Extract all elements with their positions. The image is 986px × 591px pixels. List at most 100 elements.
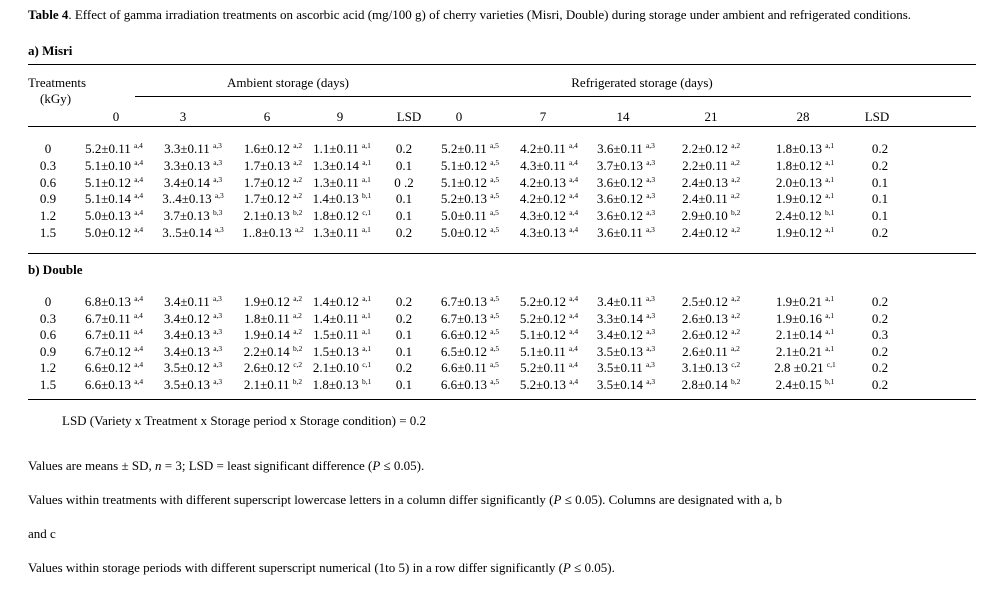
table-cell: 2.8±0.14 b,2 <box>681 377 741 392</box>
superscript: a,4 <box>134 360 144 370</box>
superscript: a,3 <box>213 377 223 386</box>
superscript: a,5 <box>490 225 500 234</box>
treatment-label: 1.2 <box>39 360 57 376</box>
column-header-3: 9 <box>336 109 344 124</box>
table-cell: 1.9±0.12 a,2 <box>243 294 303 309</box>
table-cell: 2.5±0.12 a,2 <box>681 294 741 309</box>
superscript: b,1 <box>825 208 835 218</box>
superscript: a,4 <box>569 310 579 320</box>
superscript: a,3 <box>213 157 223 167</box>
superscript: a,1 <box>362 343 372 353</box>
table-cell: 3.7±0.13 a,3 <box>596 157 656 173</box>
table-cell: 0.1 <box>395 327 413 343</box>
superscript: a,1 <box>825 174 835 184</box>
superscript: a,1 <box>361 327 371 337</box>
superscript: a,1 <box>361 141 371 150</box>
treatment-label: 0.6 <box>39 327 57 343</box>
table-cell: 2.0±0.13 a,1 <box>775 174 835 190</box>
table-cell: 1.8±0.12 a,1 <box>775 157 835 173</box>
table-cell: 1.1±0.11 a,1 <box>313 141 371 156</box>
table-cell: 5.1±0.10 a,4 <box>84 157 144 173</box>
column-header-4: LSD <box>396 109 422 124</box>
table-cell: 3.7±0.13 b,3 <box>163 208 223 224</box>
superscript: a,1 <box>825 225 835 234</box>
table-cell: 2.4±0.12 a,2 <box>681 225 741 240</box>
table-cell: 1.8±0.11 a,2 <box>244 310 302 326</box>
table-cell: 3.5±0.13 a,3 <box>163 377 223 392</box>
table-cell: 0.1 <box>395 157 413 173</box>
table-cell: 1.7±0.12 a,2 <box>243 191 303 207</box>
superscript: a,2 <box>731 141 741 150</box>
table-cell: 2.4±0.15 b,1 <box>775 377 835 392</box>
table-cell: 0.2 <box>871 310 889 326</box>
table-cell: 5.0±0.12 a,4 <box>84 225 144 240</box>
table-cell: 0 .2 <box>394 174 414 190</box>
superscript: b,2 <box>293 343 303 353</box>
table-cell: 3.4±0.12 a,3 <box>163 310 223 326</box>
superscript: a,4 <box>568 343 578 353</box>
column-header-7: 14 <box>616 109 630 124</box>
table-cell: 6.8±0.13 a,4 <box>84 294 144 309</box>
table-cell: 2.4±0.12 b,1 <box>775 208 835 224</box>
table-cell: 0.1 <box>395 208 413 224</box>
superscript: a,5 <box>490 343 500 353</box>
superscript: a,5 <box>490 157 500 167</box>
superscript: b,2 <box>731 208 741 218</box>
table-cell: 6.7±0.13 a,5 <box>440 310 500 326</box>
table-cell: 3.4±0.13 a,3 <box>163 327 223 343</box>
table-cell: 5.1±0.12 a,5 <box>440 174 500 190</box>
superscript: b,1 <box>362 377 372 386</box>
superscript: a,2 <box>293 191 303 201</box>
superscript: a,2 <box>731 294 741 303</box>
refrigerated-header: Refrigerated storage (days) <box>571 75 713 90</box>
header-span-rule <box>135 96 971 97</box>
table-cell: 0.1 <box>871 174 889 190</box>
superscript: a,4 <box>568 360 578 370</box>
ambient-header: Ambient storage (days) <box>226 75 350 90</box>
superscript: a,3 <box>214 191 224 201</box>
superscript: a,2 <box>730 157 740 167</box>
table-cell: 1.9±0.14 a,2 <box>243 327 303 343</box>
superscript: c,2 <box>293 360 303 370</box>
table-cell: 5.1±0.12 a,4 <box>519 327 579 343</box>
superscript: a,1 <box>825 343 835 353</box>
table-cell: 4.2±0.13 a,4 <box>519 174 579 190</box>
column-header-10: LSD <box>864 109 890 124</box>
superscript: a,5 <box>490 174 500 184</box>
superscript: a,3 <box>645 294 655 303</box>
table-cell: 2.6±0.12 a,2 <box>681 327 741 343</box>
treatment-label: 0.9 <box>39 343 57 359</box>
superscript: a,3 <box>646 343 656 353</box>
table-cell: 2.4±0.13 a,2 <box>681 174 741 190</box>
superscript: a,5 <box>489 141 499 150</box>
table-cell: 3.3±0.14 a,3 <box>596 310 656 326</box>
superscript: b,3 <box>213 208 223 218</box>
table-cell: 5.1±0.11 a,4 <box>520 343 578 359</box>
superscript: a,3 <box>213 327 223 337</box>
superscript: a,3 <box>646 377 656 386</box>
table-cell: 3.4±0.14 a,3 <box>163 174 223 190</box>
table-cell: 2.8 ±0.21 c,1 <box>774 360 836 376</box>
note-numerals-part2: ≤ 0.05). <box>570 560 615 575</box>
table-cell: 2.1±0.13 b,2 <box>243 208 303 224</box>
table-cell: 5.2±0.11 a,4 <box>520 360 578 376</box>
superscript: a,4 <box>568 157 578 167</box>
superscript: a,5 <box>490 310 500 320</box>
table-cell: 3.4±0.12 a,3 <box>596 327 656 343</box>
table-cell: 3.5±0.11 a,3 <box>597 360 655 376</box>
superscript: a,2 <box>293 141 303 150</box>
table-cell: 2.1±0.11 b,2 <box>243 377 303 392</box>
table-cell: 1.3±0.11 a,1 <box>313 174 371 190</box>
superscript: a,3 <box>213 343 223 353</box>
table-cell: 0.1 <box>871 208 889 224</box>
superscript: a,3 <box>646 208 656 218</box>
table-cell: 3.5±0.13 a,3 <box>596 343 656 359</box>
table-cell: 1.5±0.11 a,1 <box>313 327 371 343</box>
table-cell: 0.2 <box>395 225 413 240</box>
superscript: a,4 <box>134 294 144 303</box>
table-cell: 0.2 <box>395 310 413 326</box>
table-cell: 1.7±0.13 a,2 <box>243 157 303 173</box>
table-cell: 6.5±0.12 a,5 <box>440 343 500 359</box>
superscript: a,3 <box>645 360 655 370</box>
superscript: a,4 <box>569 377 579 386</box>
